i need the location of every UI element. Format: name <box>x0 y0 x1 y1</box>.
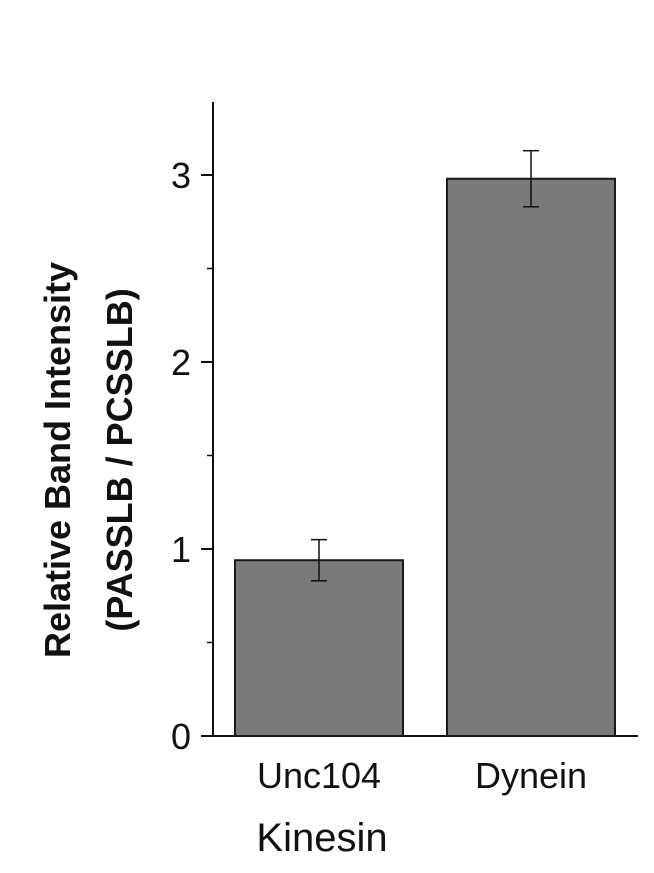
category-labels: Unc104 Dynein <box>257 755 587 796</box>
y-ticks: 0 1 2 3 <box>171 155 213 757</box>
x-axis-label: Kinesin <box>256 816 387 860</box>
y-tick-label: 1 <box>171 529 191 570</box>
y-axis-label-line-2: (PASSLB / PCSSLB) <box>99 288 140 631</box>
bar-dynein <box>446 177 616 738</box>
bars <box>234 177 616 738</box>
category-label-unc104: Unc104 <box>257 755 381 796</box>
error-bars <box>311 149 539 582</box>
y-tick-label: 0 <box>171 716 191 757</box>
y-tick-label: 2 <box>171 342 191 383</box>
y-tick-label: 3 <box>171 155 191 196</box>
category-label-dynein: Dynein <box>475 755 587 796</box>
y-axis-label-line-1: Relative Band Intensity <box>37 262 78 658</box>
bar-unc104 <box>234 559 404 737</box>
